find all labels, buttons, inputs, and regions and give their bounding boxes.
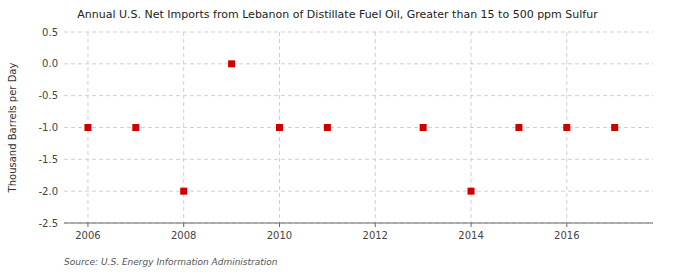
y-tick-label: -1.5 xyxy=(38,154,58,165)
y-tick-label: 0.5 xyxy=(42,27,58,38)
point xyxy=(611,124,618,131)
grid-line-y xyxy=(64,159,653,160)
x-tick xyxy=(471,223,472,227)
y-tick-label: -0.5 xyxy=(38,90,58,101)
chart-container: Annual U.S. Net Imports from Lebanon of … xyxy=(0,0,675,275)
x-tick-label: 2010 xyxy=(267,230,292,241)
grid-line-y xyxy=(64,63,653,64)
x-tick xyxy=(279,223,280,227)
y-axis-label: Thousand Barrels per Day xyxy=(7,63,18,194)
grid-line-y xyxy=(64,191,653,192)
x-tick xyxy=(566,223,567,227)
point xyxy=(132,124,139,131)
x-tick xyxy=(375,223,376,227)
x-tick-label: 2012 xyxy=(363,230,388,241)
chart: Annual U.S. Net Imports from Lebanon of … xyxy=(0,0,675,275)
x-tick xyxy=(87,223,88,227)
y-tick-label: -1.0 xyxy=(38,122,58,133)
point xyxy=(420,124,427,131)
source: Source: U.S. Energy Information Administ… xyxy=(64,257,278,267)
y-tick-label: -2.5 xyxy=(38,218,58,229)
point xyxy=(180,188,187,195)
x-tick-label: 2016 xyxy=(554,230,579,241)
grid-line-x xyxy=(375,32,376,223)
point xyxy=(228,60,235,67)
axes: 0.5 0.0 -0.5 -1.0 -1.5 -2.0 -2.5 2006 2008 2010 20… xyxy=(38,27,653,242)
x-tick-label: 2008 xyxy=(171,230,196,241)
points xyxy=(84,60,618,194)
grid-line-y xyxy=(64,223,653,224)
point xyxy=(324,124,331,131)
x-tick xyxy=(183,223,184,227)
point xyxy=(515,124,522,131)
point xyxy=(468,188,475,195)
y-tick-label: -2.0 xyxy=(38,186,58,197)
x-tick-label: 2006 xyxy=(75,230,100,241)
point xyxy=(563,124,570,131)
x-tick-label: 2014 xyxy=(458,230,483,241)
title: Annual U.S. Net Imports from Lebanon of … xyxy=(77,8,598,21)
grid xyxy=(64,32,653,223)
grid-line-y xyxy=(64,95,653,96)
x-axis-line xyxy=(64,223,653,224)
grid-line-y xyxy=(64,32,653,33)
point xyxy=(276,124,283,131)
point xyxy=(84,124,91,131)
y-tick-label: 0.0 xyxy=(42,58,58,69)
